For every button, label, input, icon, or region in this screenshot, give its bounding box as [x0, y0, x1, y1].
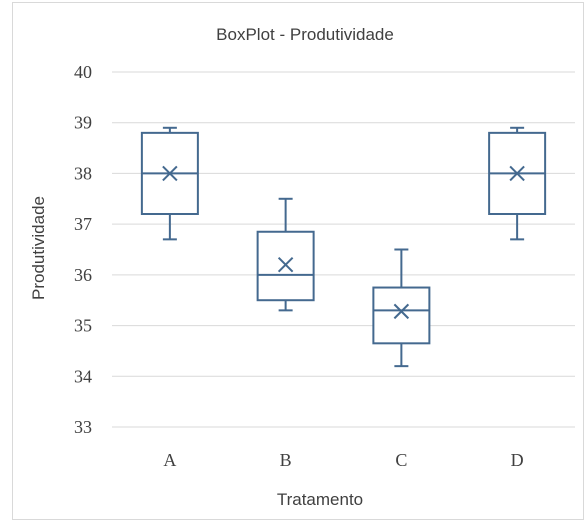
box-A	[140, 126, 199, 241]
y-tick-label: 34	[74, 366, 92, 386]
y-tick-label: 40	[74, 62, 92, 82]
mean-marker	[509, 165, 525, 182]
y-tick-label: 36	[74, 265, 92, 285]
mean-marker	[393, 303, 410, 320]
y-tick-label: 37	[74, 214, 92, 234]
x-tick-label: C	[395, 450, 407, 470]
x-tick-label: A	[163, 450, 176, 470]
mean-marker	[277, 257, 294, 273]
mean-marker	[162, 165, 178, 182]
box-B	[256, 197, 315, 312]
x-tick-label: B	[280, 450, 292, 470]
chart-title: BoxPlot - Produtividade	[216, 25, 394, 44]
y-axis-title: Produtividade	[29, 196, 48, 300]
x-axis-title: Tratamento	[277, 490, 363, 509]
box-rect	[372, 286, 431, 345]
x-tick-label: D	[511, 450, 524, 470]
y-tick-label: 39	[74, 113, 92, 133]
box-D	[488, 126, 547, 241]
y-tick-label: 35	[74, 316, 92, 336]
box-C	[372, 248, 431, 368]
y-tick-label: 33	[74, 417, 92, 437]
y-tick-label: 38	[74, 163, 92, 183]
